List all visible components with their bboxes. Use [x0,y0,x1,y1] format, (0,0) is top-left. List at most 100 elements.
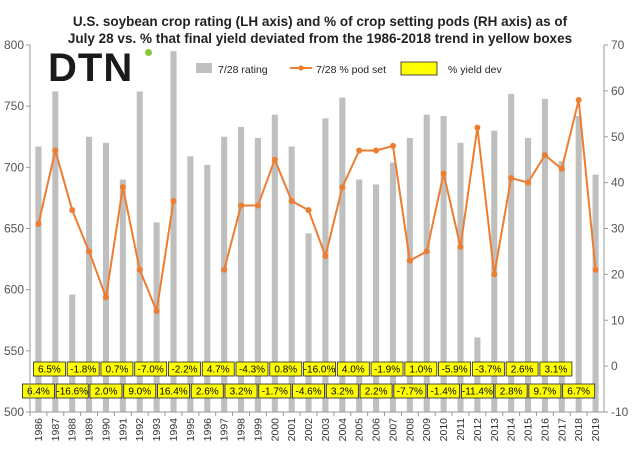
podset-point-2016 [541,152,548,159]
yield-dev-box-2010 [427,383,461,399]
right-tick-label-20: 20 [611,267,625,281]
bar-1986 [35,146,42,413]
x-tick-label-2008: 2008 [404,418,416,442]
yield-dev-label-1986: 6.4% [27,387,50,398]
legend-swatch-yield [400,61,438,76]
x-tick-label-2005: 2005 [354,418,366,442]
yield-dev-box-2001 [269,361,303,377]
x-tick-label-2003: 2003 [320,418,332,442]
yield-dev-label-2006: 2.2% [365,387,388,398]
yield-dev-box-2007 [370,361,404,377]
yield-dev-box-2008 [393,383,427,399]
yield-dev-box-1991 [100,361,134,377]
yield-dev-label-2001: 0.8% [274,365,297,376]
bar-1994 [170,51,177,413]
yield-dev-box-2012 [460,383,494,399]
podset-point-1987 [52,147,59,154]
x-tick-label-2004: 2004 [337,418,349,442]
podset-point-2013 [491,271,498,278]
bar-2011 [457,142,464,412]
bar-1991 [119,179,126,412]
yield-dev-box-2003 [303,361,336,377]
right-tick-label-10: 10 [611,313,625,327]
legend-swatch-rating [196,63,212,73]
yield-dev-label-1988: -16.6% [56,387,88,398]
right-tick-label-60: 60 [611,84,625,98]
yield-dev-label-1991: 0.7% [106,365,129,376]
x-tick-label-1994: 1994 [168,418,180,442]
bar-2010 [440,115,447,412]
podset-point-2009 [423,248,430,255]
yield-dev-box-2000 [258,383,292,399]
bar-2019 [592,174,599,412]
yield-dev-box-2016 [528,383,562,399]
yield-dev-label-2011: -5.9% [442,365,468,376]
yield-dev-box-1999 [235,361,269,377]
yield-dev-label-1996: 2.6% [196,387,219,398]
x-tick-label-2012: 2012 [472,418,484,442]
bar-2004 [339,97,346,412]
yield-dev-box-1992 [123,383,157,399]
podset-point-2003 [322,253,329,260]
yield-dev-label-1987: 6.5% [38,365,61,376]
yield-dev-box-2006 [359,383,393,399]
yield-dev-label-2007: -1.9% [374,365,400,376]
podset-point-1998 [238,202,245,209]
x-tick-label-2018: 2018 [573,418,585,442]
left-tick-label-800: 800 [4,38,24,52]
x-tick-label-2007: 2007 [387,418,399,442]
yield-dev-box-1987 [33,361,66,377]
podset-point-2008 [406,257,413,264]
chart-title-line-2: July 28 vs. % that final yield deviated … [67,31,573,46]
yield-dev-label-2009: 1.0% [409,365,432,376]
legend-swatch-podset-marker [298,65,304,71]
x-tick-label-1998: 1998 [236,418,248,442]
podset-point-2005 [356,147,363,154]
yield-dev-box-2004 [325,383,359,399]
bar-2000 [271,114,278,412]
x-tick-label-1986: 1986 [33,418,45,442]
yield-dev-box-1994 [157,383,190,399]
podset-point-2019 [592,266,599,273]
bar-2014 [508,93,515,413]
x-tick-label-1999: 1999 [252,418,264,442]
x-tick-label-1995: 1995 [185,418,197,442]
podset-point-2000 [271,156,278,163]
bar-2006 [373,184,380,412]
axes: 500 550 600 650 700 750 800 -10 0 10 20 30 40 50 60 70 1… [4,38,629,441]
yield-dev-box-2002 [292,383,325,399]
yield-dev-box-2014 [494,383,528,399]
x-tick-label-2015: 2015 [523,418,535,442]
podset-point-1993 [153,308,160,315]
yield-dev-box-2017 [539,361,573,377]
podset-point-2017 [558,165,565,172]
podset-point-2010 [440,170,447,177]
yield-dev-label-2016: 9.7% [534,387,557,398]
podset-point-2004 [339,184,346,191]
legend: 7/28 rating 7/28 % pod set % yield dev [196,61,502,76]
yield-dev-label-1997: 4.7% [207,365,230,376]
bar-1999 [254,137,261,412]
yield-dev-label-1989: -1.8% [70,365,96,376]
x-tick-label-2016: 2016 [539,418,551,442]
x-tick-label-2001: 2001 [286,418,298,442]
yield-dev-label-2005: 4.0% [342,365,365,376]
right-tick-label-40: 40 [611,176,625,190]
dtn-logo: DTN [48,46,134,90]
bar-1996 [204,164,211,412]
bar-1987 [52,91,59,413]
x-tick-label-2000: 2000 [269,418,281,442]
yield-dev-box-1993 [134,361,168,377]
yield-dev-label-1995: -2.2% [171,365,197,376]
podset-point-1999 [254,202,261,209]
bar-2008 [406,137,413,412]
x-tick-label-2013: 2013 [489,418,501,442]
x-tick-label-1988: 1988 [67,418,79,442]
yield-dev-box-1998 [224,383,258,399]
yield-dev-box-2005 [336,361,370,377]
yield-dev-label-1993: -7.0% [138,365,164,376]
podset-point-2006 [373,147,380,154]
left-tick-label-750: 750 [4,99,24,113]
bar-1989 [86,136,93,412]
